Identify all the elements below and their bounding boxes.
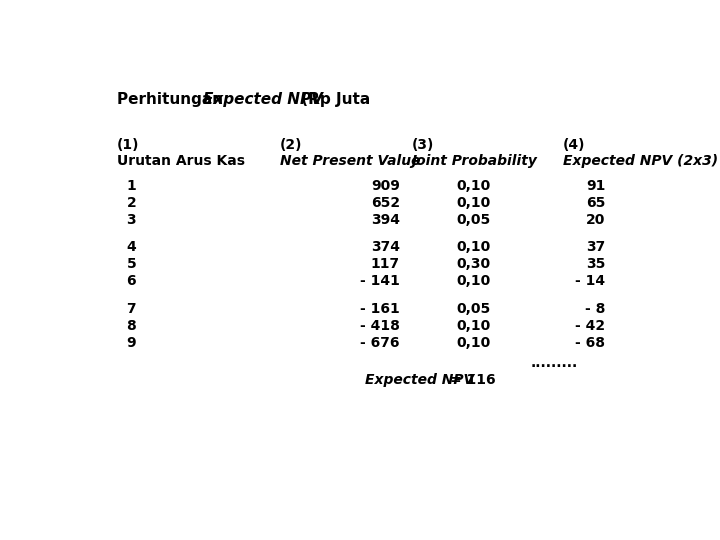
Text: 0,10: 0,10 — [456, 240, 491, 254]
Text: (2): (2) — [280, 138, 302, 152]
Text: 909: 909 — [371, 179, 400, 193]
Text: Net Present Value: Net Present Value — [280, 154, 420, 168]
Text: 0,05: 0,05 — [456, 213, 491, 227]
Text: (1): (1) — [117, 138, 140, 152]
Text: - 8: - 8 — [585, 302, 606, 316]
Text: 91: 91 — [586, 179, 606, 193]
Text: - 418: - 418 — [360, 319, 400, 333]
Text: (3): (3) — [412, 138, 434, 152]
Text: 5: 5 — [127, 257, 136, 271]
Text: - 676: - 676 — [361, 336, 400, 350]
Text: 117: 117 — [371, 257, 400, 271]
Text: (4): (4) — [563, 138, 585, 152]
Text: Urutan Arus Kas: Urutan Arus Kas — [117, 154, 245, 168]
Text: 3: 3 — [127, 213, 136, 227]
Text: = 116: = 116 — [450, 373, 495, 387]
Text: 7: 7 — [127, 302, 136, 316]
Text: 20: 20 — [586, 213, 606, 227]
Text: Expected NPV: Expected NPV — [204, 92, 323, 107]
Text: 8: 8 — [127, 319, 136, 333]
Text: - 68: - 68 — [575, 336, 606, 350]
Text: 0,10: 0,10 — [456, 195, 491, 210]
Text: 4: 4 — [127, 240, 136, 254]
Text: 0,10: 0,10 — [456, 274, 491, 288]
Text: 9: 9 — [127, 336, 136, 350]
Text: 65: 65 — [586, 195, 606, 210]
Text: 394: 394 — [371, 213, 400, 227]
Text: - 161: - 161 — [360, 302, 400, 316]
Text: 0,10: 0,10 — [456, 319, 491, 333]
Text: 6: 6 — [127, 274, 136, 288]
Text: 652: 652 — [371, 195, 400, 210]
Text: 35: 35 — [586, 257, 606, 271]
Text: Expected NPV (2x3): Expected NPV (2x3) — [563, 154, 718, 168]
Text: 1: 1 — [127, 179, 136, 193]
Text: 2: 2 — [127, 195, 136, 210]
Text: 0,10: 0,10 — [456, 179, 491, 193]
Text: 0,10: 0,10 — [456, 336, 491, 350]
Text: - 42: - 42 — [575, 319, 606, 333]
Text: Perhitungan: Perhitungan — [117, 92, 228, 107]
Text: - 14: - 14 — [575, 274, 606, 288]
Text: 0,05: 0,05 — [456, 302, 491, 316]
Text: - 141: - 141 — [360, 274, 400, 288]
Text: .........: ......... — [531, 356, 578, 370]
Text: (Rp Juta: (Rp Juta — [297, 92, 371, 107]
Text: 37: 37 — [586, 240, 606, 254]
Text: Expected NPV: Expected NPV — [365, 373, 474, 387]
Text: 374: 374 — [371, 240, 400, 254]
Text: Joint Probability: Joint Probability — [412, 154, 538, 168]
Text: 0,30: 0,30 — [456, 257, 491, 271]
